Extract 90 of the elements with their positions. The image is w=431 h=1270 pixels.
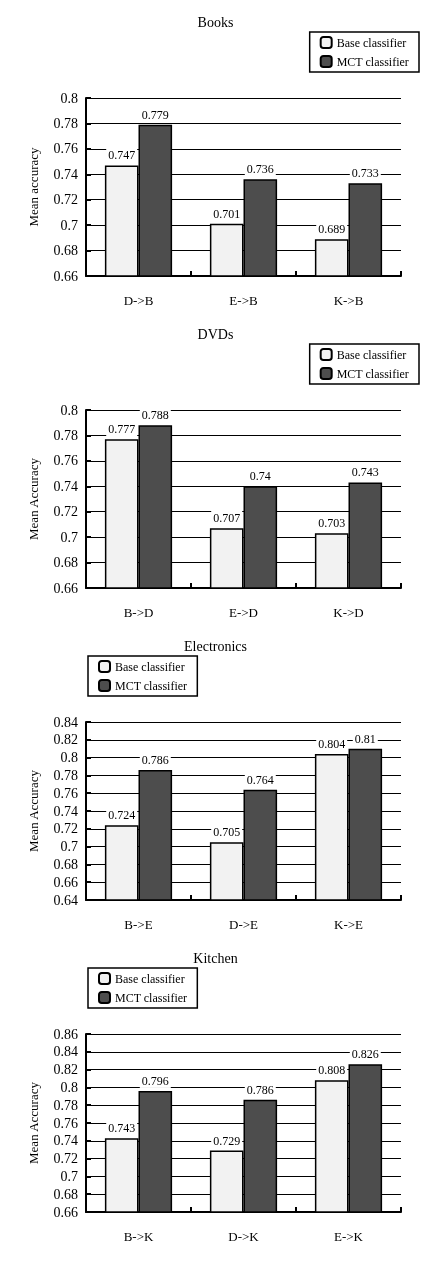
data-label: 0.764: [246, 772, 274, 787]
y-tick-label: 0.76: [53, 453, 78, 469]
data-label: 0.707: [213, 511, 241, 526]
data-label: 0.724: [108, 808, 136, 823]
y-tick-label: 0.78: [53, 1097, 78, 1113]
y-tick-label: 0.74: [53, 803, 78, 819]
x-tick-label: E->D: [229, 605, 258, 620]
data-label: 0.81: [354, 731, 376, 746]
y-axis-title: Mean Accuracy: [26, 769, 41, 852]
y-tick-label: 0.72: [53, 821, 78, 837]
chart-title: Kitchen: [193, 950, 238, 966]
y-tick-label: 0.68: [53, 243, 78, 259]
data-label: 0.705: [213, 825, 241, 840]
data-label: 0.786: [246, 1082, 274, 1097]
y-tick-label: 0.66: [53, 1204, 78, 1220]
data-label: 0.777: [108, 422, 136, 437]
legend-label: MCT classifier: [336, 54, 409, 69]
x-tick-label: D->K: [228, 1229, 260, 1244]
data-label: 0.743: [108, 1121, 136, 1136]
x-tick-label: K->D: [333, 605, 364, 620]
y-tick-label: 0.66: [53, 580, 78, 596]
y-tick-label: 0.72: [53, 192, 78, 208]
y-axis-title: Mean Accuracy: [26, 457, 41, 540]
x-tick-label: D->E: [229, 917, 259, 932]
y-tick-label: 0.68: [53, 1186, 78, 1202]
y-tick-label: 0.84: [53, 1044, 78, 1060]
y-tick-label: 0.82: [53, 1062, 78, 1078]
y-tick-label: 0.8: [60, 90, 78, 106]
data-label: 0.808: [318, 1063, 346, 1078]
data-label: 0.796: [141, 1073, 169, 1088]
data-label: 0.826: [351, 1047, 379, 1062]
y-tick-label: 0.74: [53, 478, 78, 494]
data-label: 0.788: [141, 408, 169, 423]
y-tick-label: 0.66: [53, 268, 78, 284]
y-tick-label: 0.76: [53, 141, 78, 157]
y-tick-label: 0.68: [53, 555, 78, 571]
x-tick-label: D->B: [123, 293, 154, 308]
data-label: 0.733: [351, 166, 379, 181]
data-label: 0.701: [213, 206, 241, 221]
data-label: 0.74: [249, 469, 271, 484]
x-tick-label: K->E: [334, 917, 364, 932]
data-label: 0.729: [213, 1133, 241, 1148]
data-label: 0.743: [351, 465, 379, 480]
y-axis-title: Mean Accuracy: [26, 1081, 41, 1164]
y-tick-label: 0.66: [53, 874, 78, 890]
data-label: 0.779: [141, 107, 169, 122]
x-tick-label: E->B: [229, 293, 258, 308]
y-axis-title: Mean accuracy: [26, 146, 41, 227]
y-tick-label: 0.78: [53, 115, 78, 131]
legend-label: MCT classifier: [115, 990, 188, 1005]
y-tick-label: 0.8: [60, 750, 78, 766]
x-tick-label: E->K: [334, 1229, 364, 1244]
x-tick-label: B->K: [123, 1229, 154, 1244]
y-tick-label: 0.76: [53, 785, 78, 801]
data-label: 0.786: [141, 753, 169, 768]
y-tick-label: 0.7: [60, 839, 78, 855]
legend-label: MCT classifier: [336, 366, 409, 381]
y-tick-label: 0.78: [53, 427, 78, 443]
legend-label: Base classifier: [336, 35, 407, 50]
y-tick-label: 0.64: [53, 892, 78, 908]
y-tick-label: 0.72: [53, 504, 78, 520]
data-label: 0.747: [108, 148, 136, 163]
y-tick-label: 0.8: [60, 402, 78, 418]
y-tick-label: 0.74: [53, 1133, 78, 1149]
y-tick-label: 0.76: [53, 1115, 78, 1131]
y-tick-label: 0.7: [60, 217, 78, 233]
y-tick-label: 0.72: [53, 1151, 78, 1167]
y-tick-label: 0.78: [53, 767, 78, 783]
legend-label: Base classifier: [115, 659, 185, 674]
data-label: 0.804: [318, 737, 346, 752]
x-tick-label: K->B: [333, 293, 364, 308]
x-tick-label: B->E: [124, 917, 153, 932]
y-tick-label: 0.7: [60, 529, 78, 545]
y-tick-label: 0.7: [60, 1168, 78, 1184]
y-tick-label: 0.82: [53, 732, 78, 748]
chart-title: Electronics: [184, 638, 247, 654]
legend-label: Base classifier: [115, 971, 185, 986]
y-tick-label: 0.74: [53, 166, 78, 182]
y-tick-label: 0.8: [60, 1079, 78, 1095]
y-tick-label: 0.84: [53, 714, 78, 730]
data-label: 0.703: [318, 516, 346, 531]
x-tick-label: B->D: [123, 605, 154, 620]
legend-label: Base classifier: [336, 347, 407, 362]
legend-label: MCT classifier: [115, 678, 188, 693]
data-label: 0.689: [318, 222, 346, 237]
y-tick-label: 0.68: [53, 856, 78, 872]
data-label: 0.736: [246, 162, 274, 177]
chart-title: Books: [197, 14, 234, 30]
chart-title: DVDs: [197, 326, 234, 342]
y-tick-label: 0.86: [53, 1026, 78, 1042]
